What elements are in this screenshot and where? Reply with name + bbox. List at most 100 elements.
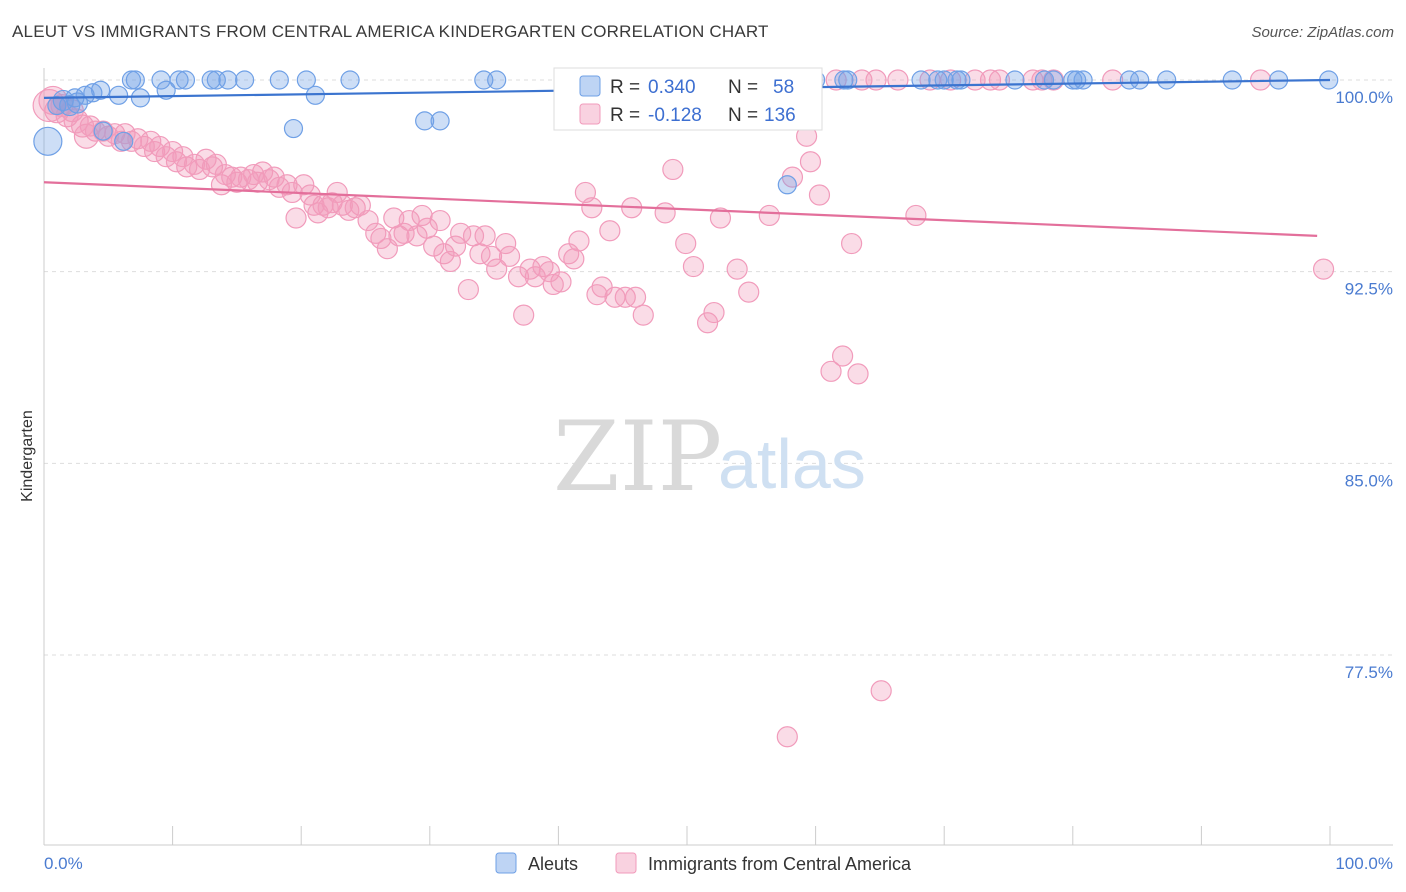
immigrants-point [370, 227, 392, 250]
immigrants-point [189, 158, 211, 181]
immigrants-point [847, 363, 869, 385]
aleut-point [114, 131, 134, 151]
aleut-point [340, 70, 360, 90]
aleut-point [777, 175, 797, 195]
aleut-point [1157, 70, 1177, 90]
stat-legend-n-value-1: 58 [773, 77, 794, 98]
immigrants-point [398, 209, 420, 232]
stat-legend-swatch-immigrants [579, 103, 601, 125]
aleut-point [1043, 70, 1064, 90]
immigrants-point [726, 258, 748, 280]
aleut-point [93, 121, 113, 141]
aleut-point [169, 70, 189, 90]
immigrants-point [662, 158, 684, 181]
stat-legend-r-value-2: -0.128 [648, 105, 702, 126]
aleut-point [235, 70, 255, 90]
aleut-point [305, 85, 325, 105]
immigrants-point [201, 156, 224, 178]
aleut-point [218, 70, 238, 90]
immigrants-point [393, 222, 415, 244]
x-tick-label-right: 100.0% [1335, 854, 1393, 873]
aleut-point [283, 118, 304, 139]
aleut-point [1222, 70, 1242, 90]
aleut-point [1130, 70, 1150, 90]
immigrants-trend-line [43, 181, 1318, 237]
source-credit: Source: ZipAtlas.com [1251, 24, 1394, 41]
immigrants-point [176, 156, 198, 178]
aleut-point [125, 70, 145, 90]
y-tick-label: 85.0% [1345, 471, 1393, 490]
watermark-zip: ZIP [553, 401, 722, 513]
immigrants-point [703, 301, 725, 324]
stat-legend-r-label-1: R = [610, 77, 640, 98]
immigrants-point [285, 207, 307, 229]
immigrants-point [841, 232, 863, 255]
immigrants-point [581, 197, 603, 219]
aleut-point [90, 80, 111, 100]
immigrants-point [799, 151, 822, 173]
stat-legend-box [553, 67, 823, 131]
immigrants-point [429, 209, 451, 232]
immigrants-point [457, 278, 479, 301]
stat-legend: R = 0.340 N = 58 R = -0.128 N = 136 [553, 67, 823, 131]
aleut-point [430, 111, 450, 131]
chart-title: ALEUT VS IMMIGRANTS FROM CENTRAL AMERICA… [12, 22, 769, 41]
aleut-point [296, 70, 316, 90]
y-tick-label: 92.5% [1345, 280, 1393, 299]
immigrants-point [624, 286, 647, 308]
aleut-point [1005, 70, 1025, 90]
immigrants-point [825, 69, 847, 91]
immigrants-point [632, 304, 654, 326]
watermark: ZIP atlas [553, 401, 866, 513]
legend-label-aleuts: Aleuts [528, 854, 578, 874]
aleut-point [1119, 70, 1139, 90]
watermark-atlas: atlas [718, 425, 866, 503]
immigrants-point [263, 166, 285, 188]
immigrants-point [444, 235, 467, 257]
aleut-point [175, 70, 196, 90]
immigrants-point [808, 184, 831, 206]
immigrants-point [550, 271, 572, 293]
aleut-point [269, 70, 289, 90]
aleut-point [487, 70, 507, 90]
immigrants-points [32, 69, 1335, 748]
aleut-point [206, 70, 226, 90]
immigrants-point [513, 304, 535, 326]
stat-legend-n-value-2: 136 [764, 105, 796, 126]
immigrants-point [709, 207, 732, 229]
immigrants-point [599, 220, 621, 242]
immigrants-point [568, 230, 590, 252]
stat-legend-n-label-2: N = [728, 105, 758, 126]
aleut-point [130, 88, 151, 108]
immigrants-point [1312, 258, 1335, 280]
immigrants-point [230, 166, 252, 188]
aleut-point [108, 85, 129, 105]
immigrants-point [563, 248, 585, 270]
immigrants-point [654, 202, 676, 224]
immigrants-point [542, 273, 564, 296]
immigrants-point [696, 312, 719, 334]
immigrants-point [776, 726, 798, 748]
immigrants-point [149, 135, 171, 158]
aleut-point [201, 70, 221, 90]
immigrants-point [498, 245, 521, 267]
y-tick-label: 77.5% [1345, 663, 1393, 682]
aleut-point [415, 111, 435, 131]
stat-legend-swatch-aleut [579, 75, 601, 97]
immigrants-point [905, 204, 927, 227]
immigrants-point [832, 345, 854, 367]
aleut-point [911, 70, 931, 90]
immigrants-point [486, 258, 508, 280]
gridlines [44, 79, 1393, 656]
immigrants-point [758, 204, 780, 227]
immigrants-point [357, 209, 379, 232]
aleut-point [156, 80, 176, 100]
immigrants-point [1102, 69, 1124, 91]
legend-swatch-aleuts [495, 852, 517, 874]
immigrants-point [474, 225, 496, 247]
immigrants-point [450, 222, 472, 244]
immigrants-point [495, 232, 517, 255]
immigrants-point [507, 266, 530, 288]
y-tick-labels: 100.0% 92.5% 85.0% 77.5% [1335, 88, 1393, 682]
